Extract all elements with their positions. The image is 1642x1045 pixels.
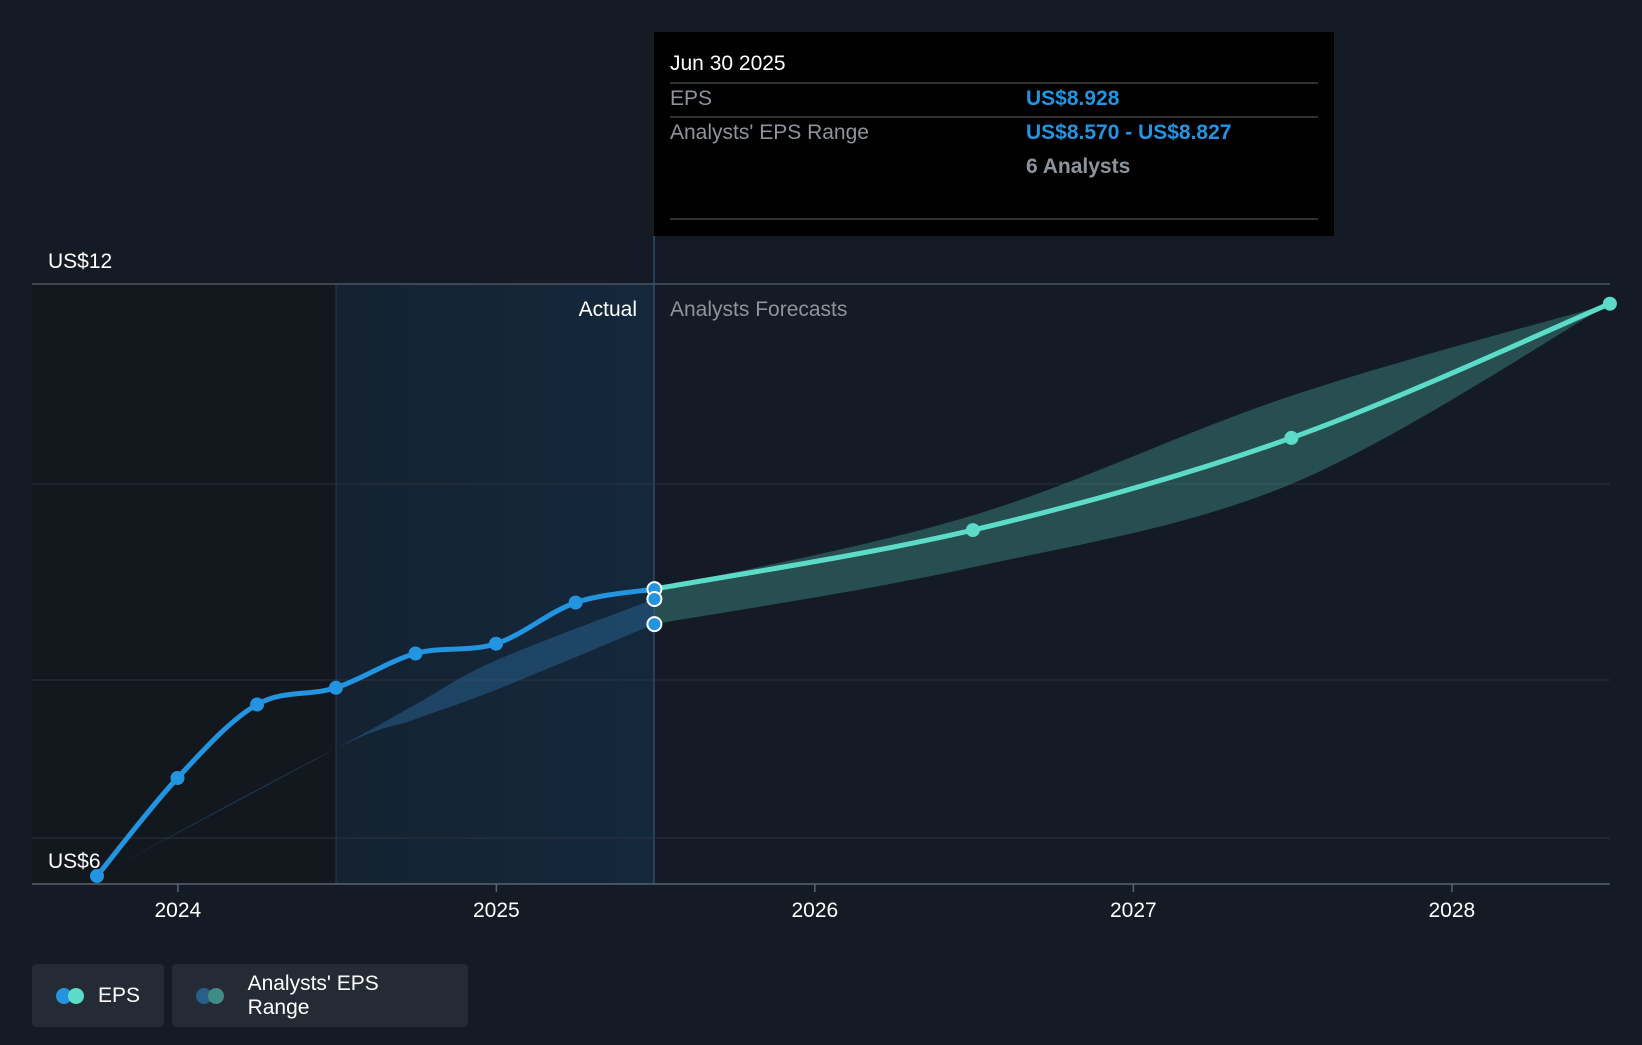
- eps-range-low-point: [646, 616, 663, 633]
- actual-band: [336, 284, 654, 884]
- x-tick-label: 2027: [1110, 899, 1157, 922]
- forecast-label: Analysts Forecasts: [670, 298, 847, 321]
- eps-range-legend-icon: [196, 987, 230, 1005]
- eps-range-high-point: [646, 591, 663, 607]
- data-points: [90, 296, 1617, 883]
- eps-actual-point: [568, 595, 583, 610]
- legend-eps-range[interactable]: Analysts' EPS Range: [172, 964, 468, 1027]
- legend-eps-range-label: Analysts' EPS Range: [247, 971, 379, 1019]
- eps-forecast-point: [1284, 430, 1299, 445]
- tooltip-date: Jun 30 2025: [670, 52, 786, 75]
- tooltip: Jun 30 2025 EPS US$8.928 Analysts' EPS R…: [654, 32, 1334, 236]
- eps-legend-icon: [56, 987, 84, 1005]
- eps-forecast-point: [1602, 296, 1617, 311]
- tooltip-range-label: Analysts' EPS Range: [670, 121, 869, 144]
- x-axis-ticks: 2024 2025 2026 2027 2028: [155, 884, 1476, 922]
- legend-eps-label: EPS: [97, 983, 140, 1007]
- x-tick-label: 2028: [1429, 899, 1476, 922]
- legend-eps[interactable]: EPS: [32, 964, 164, 1027]
- eps-line-forecast: [651, 301, 1613, 592]
- eps-range-area-forecast: [654, 303, 1610, 625]
- eps-range-forecast-dot: [208, 987, 224, 1004]
- eps-actual-point: [489, 636, 503, 651]
- tooltip-eps-value: US$8.928: [1026, 87, 1120, 110]
- eps-actual-point: [328, 680, 343, 695]
- tooltip-box: [654, 32, 1334, 236]
- eps-actual-point: [250, 697, 265, 712]
- eps-forecast-point: [965, 523, 980, 538]
- tooltip-range-value: US$8.570 - US$8.827: [1026, 121, 1231, 144]
- past-region: [32, 284, 336, 884]
- eps-range-area-actual: [97, 599, 655, 876]
- eps-actual-point: [90, 869, 104, 883]
- eps-forecast-dot: [68, 987, 84, 1004]
- x-tick-label: 2025: [473, 899, 520, 922]
- tooltip-eps-label: EPS: [670, 87, 712, 110]
- y-label-top: US$12: [48, 250, 112, 273]
- grid: [32, 283, 1610, 839]
- y-label-bottom: US$6: [48, 850, 101, 873]
- x-tick-label: 2026: [792, 899, 839, 922]
- eps-actual-point: [170, 771, 185, 785]
- tooltip-analysts-count: 6 Analysts: [1026, 155, 1130, 178]
- x-tick-label: 2024: [155, 899, 202, 922]
- actual-label: Actual: [579, 298, 637, 321]
- eps-actual-point: [408, 646, 423, 661]
